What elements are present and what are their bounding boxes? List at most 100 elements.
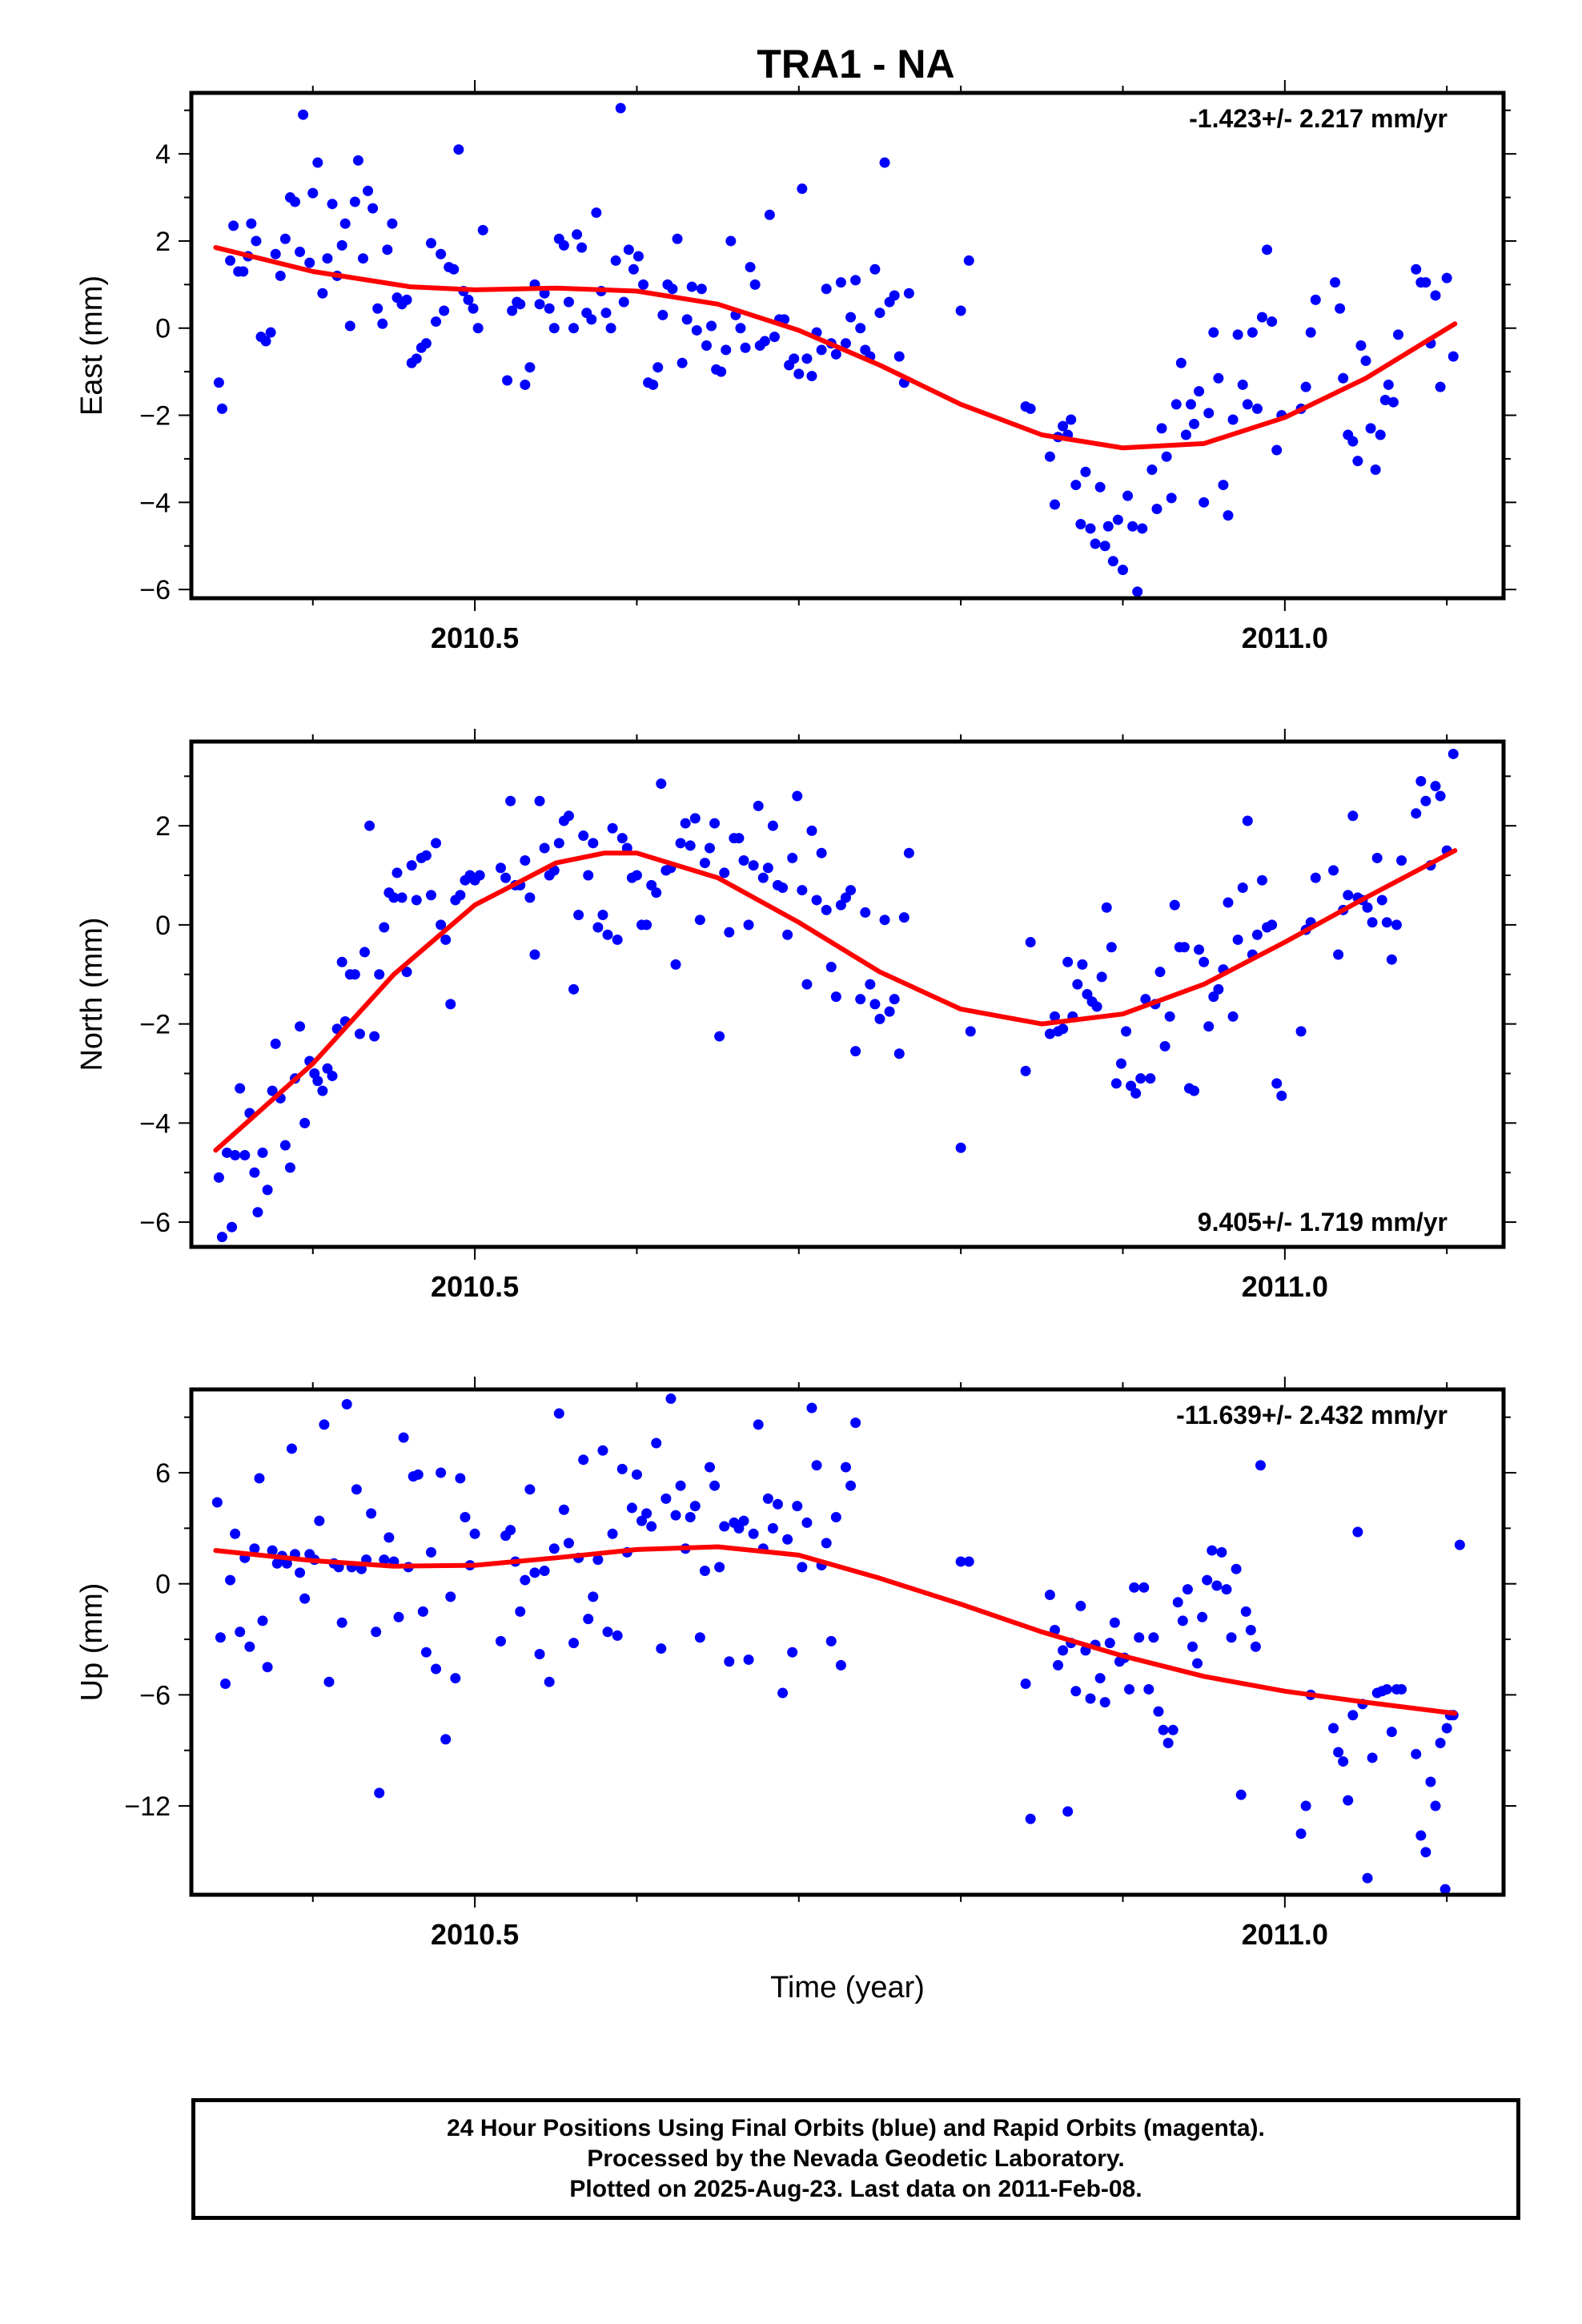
data-point [694,915,705,926]
data-point [412,1469,424,1480]
data-point [281,1558,292,1569]
data-point [322,1063,333,1074]
plot-area [213,748,1459,1243]
data-point [520,854,531,866]
data-point [374,1787,385,1799]
data-point [1447,748,1459,759]
data-point [1192,1658,1203,1669]
data-point [811,895,822,906]
data-point [1138,1582,1150,1593]
data-point [524,892,536,903]
data-point [1096,971,1107,983]
data-point [1094,1673,1106,1684]
data-point [1328,1723,1339,1734]
data-point [777,882,789,893]
data-point [1145,1073,1156,1084]
gps-timeseries-chart: TRA1 - NA 2010.5 2011.0 −6 −4 −2 0 2 4 East (mm)… [75,42,1516,2004]
data-point [797,885,808,896]
data-point [748,860,759,871]
data-point [431,838,442,849]
caption-box: 24 Hour Positions Using Final Orbits (bl… [191,2098,1520,2220]
y-tick-label: −6 [139,575,171,605]
data-point [1328,865,1339,876]
data-point [789,353,800,364]
data-point [235,1083,246,1094]
data-point [339,218,351,229]
data-point [439,305,450,316]
data-point [691,324,702,336]
data-point [592,1554,604,1566]
data-point [1075,519,1086,530]
data-point [445,999,456,1010]
data-point [1090,538,1101,549]
data-point [830,348,841,360]
data-point [436,248,447,259]
data-point [1232,934,1243,945]
data-point [714,1031,725,1042]
data-point [738,854,749,866]
data-point [327,1071,338,1082]
data-point [553,1408,564,1419]
data-point [793,368,805,380]
data-point [387,218,398,229]
data-point [600,308,612,319]
data-point [425,1546,436,1558]
data-point [1250,1641,1261,1652]
data-point [884,1006,895,1017]
plot-frame [189,739,1506,1249]
data-point [267,1545,278,1556]
data-point [239,1150,251,1161]
data-point [1194,386,1205,397]
data-point [455,890,466,901]
data-point [1251,403,1263,414]
x-tick-label: 2010.5 [431,1918,519,1951]
data-point [850,1417,861,1429]
data-point [1099,541,1110,552]
data-point [735,323,746,334]
data-point [299,1593,311,1604]
data-point [379,1554,390,1566]
x-tick-label: 2011.0 [1242,621,1328,654]
data-point [965,1026,976,1037]
data-point [748,1528,759,1539]
data-point [225,1574,236,1586]
data-point [411,895,422,906]
data-point [372,303,383,314]
data-point [602,929,613,940]
data-point [1085,1693,1096,1704]
data-point [349,196,360,207]
data-point [1255,1460,1266,1471]
data-point [1435,381,1446,392]
data-point [855,994,866,1005]
data-point [1170,399,1182,410]
data-point [1044,1590,1055,1601]
data-point [1182,1584,1193,1595]
data-point [341,1398,352,1409]
data-point [753,800,764,811]
data-point [670,959,681,970]
data-point [576,242,588,253]
y-tick-label: −4 [139,488,171,518]
data-point [1379,394,1391,405]
data-point [1186,1641,1198,1652]
y-tick-label: −6 [139,1208,171,1238]
data-point [632,251,644,262]
data-point [1386,954,1397,965]
data-point [648,379,659,390]
y-tick-label: −2 [139,401,171,432]
data-point [213,377,224,388]
data-point [539,842,550,854]
y-axis-label: East (mm) [75,275,109,416]
data-point [568,323,580,334]
data-point [1415,775,1427,786]
data-point [1199,497,1210,508]
y-tick-label: −4 [139,1108,171,1139]
data-point [275,270,286,281]
data-point [1050,499,1061,510]
data-point [865,979,876,990]
data-point [563,296,574,308]
data-point [379,922,390,933]
data-point [1392,329,1403,340]
data-point [1247,327,1258,338]
data-point [1172,1597,1183,1608]
